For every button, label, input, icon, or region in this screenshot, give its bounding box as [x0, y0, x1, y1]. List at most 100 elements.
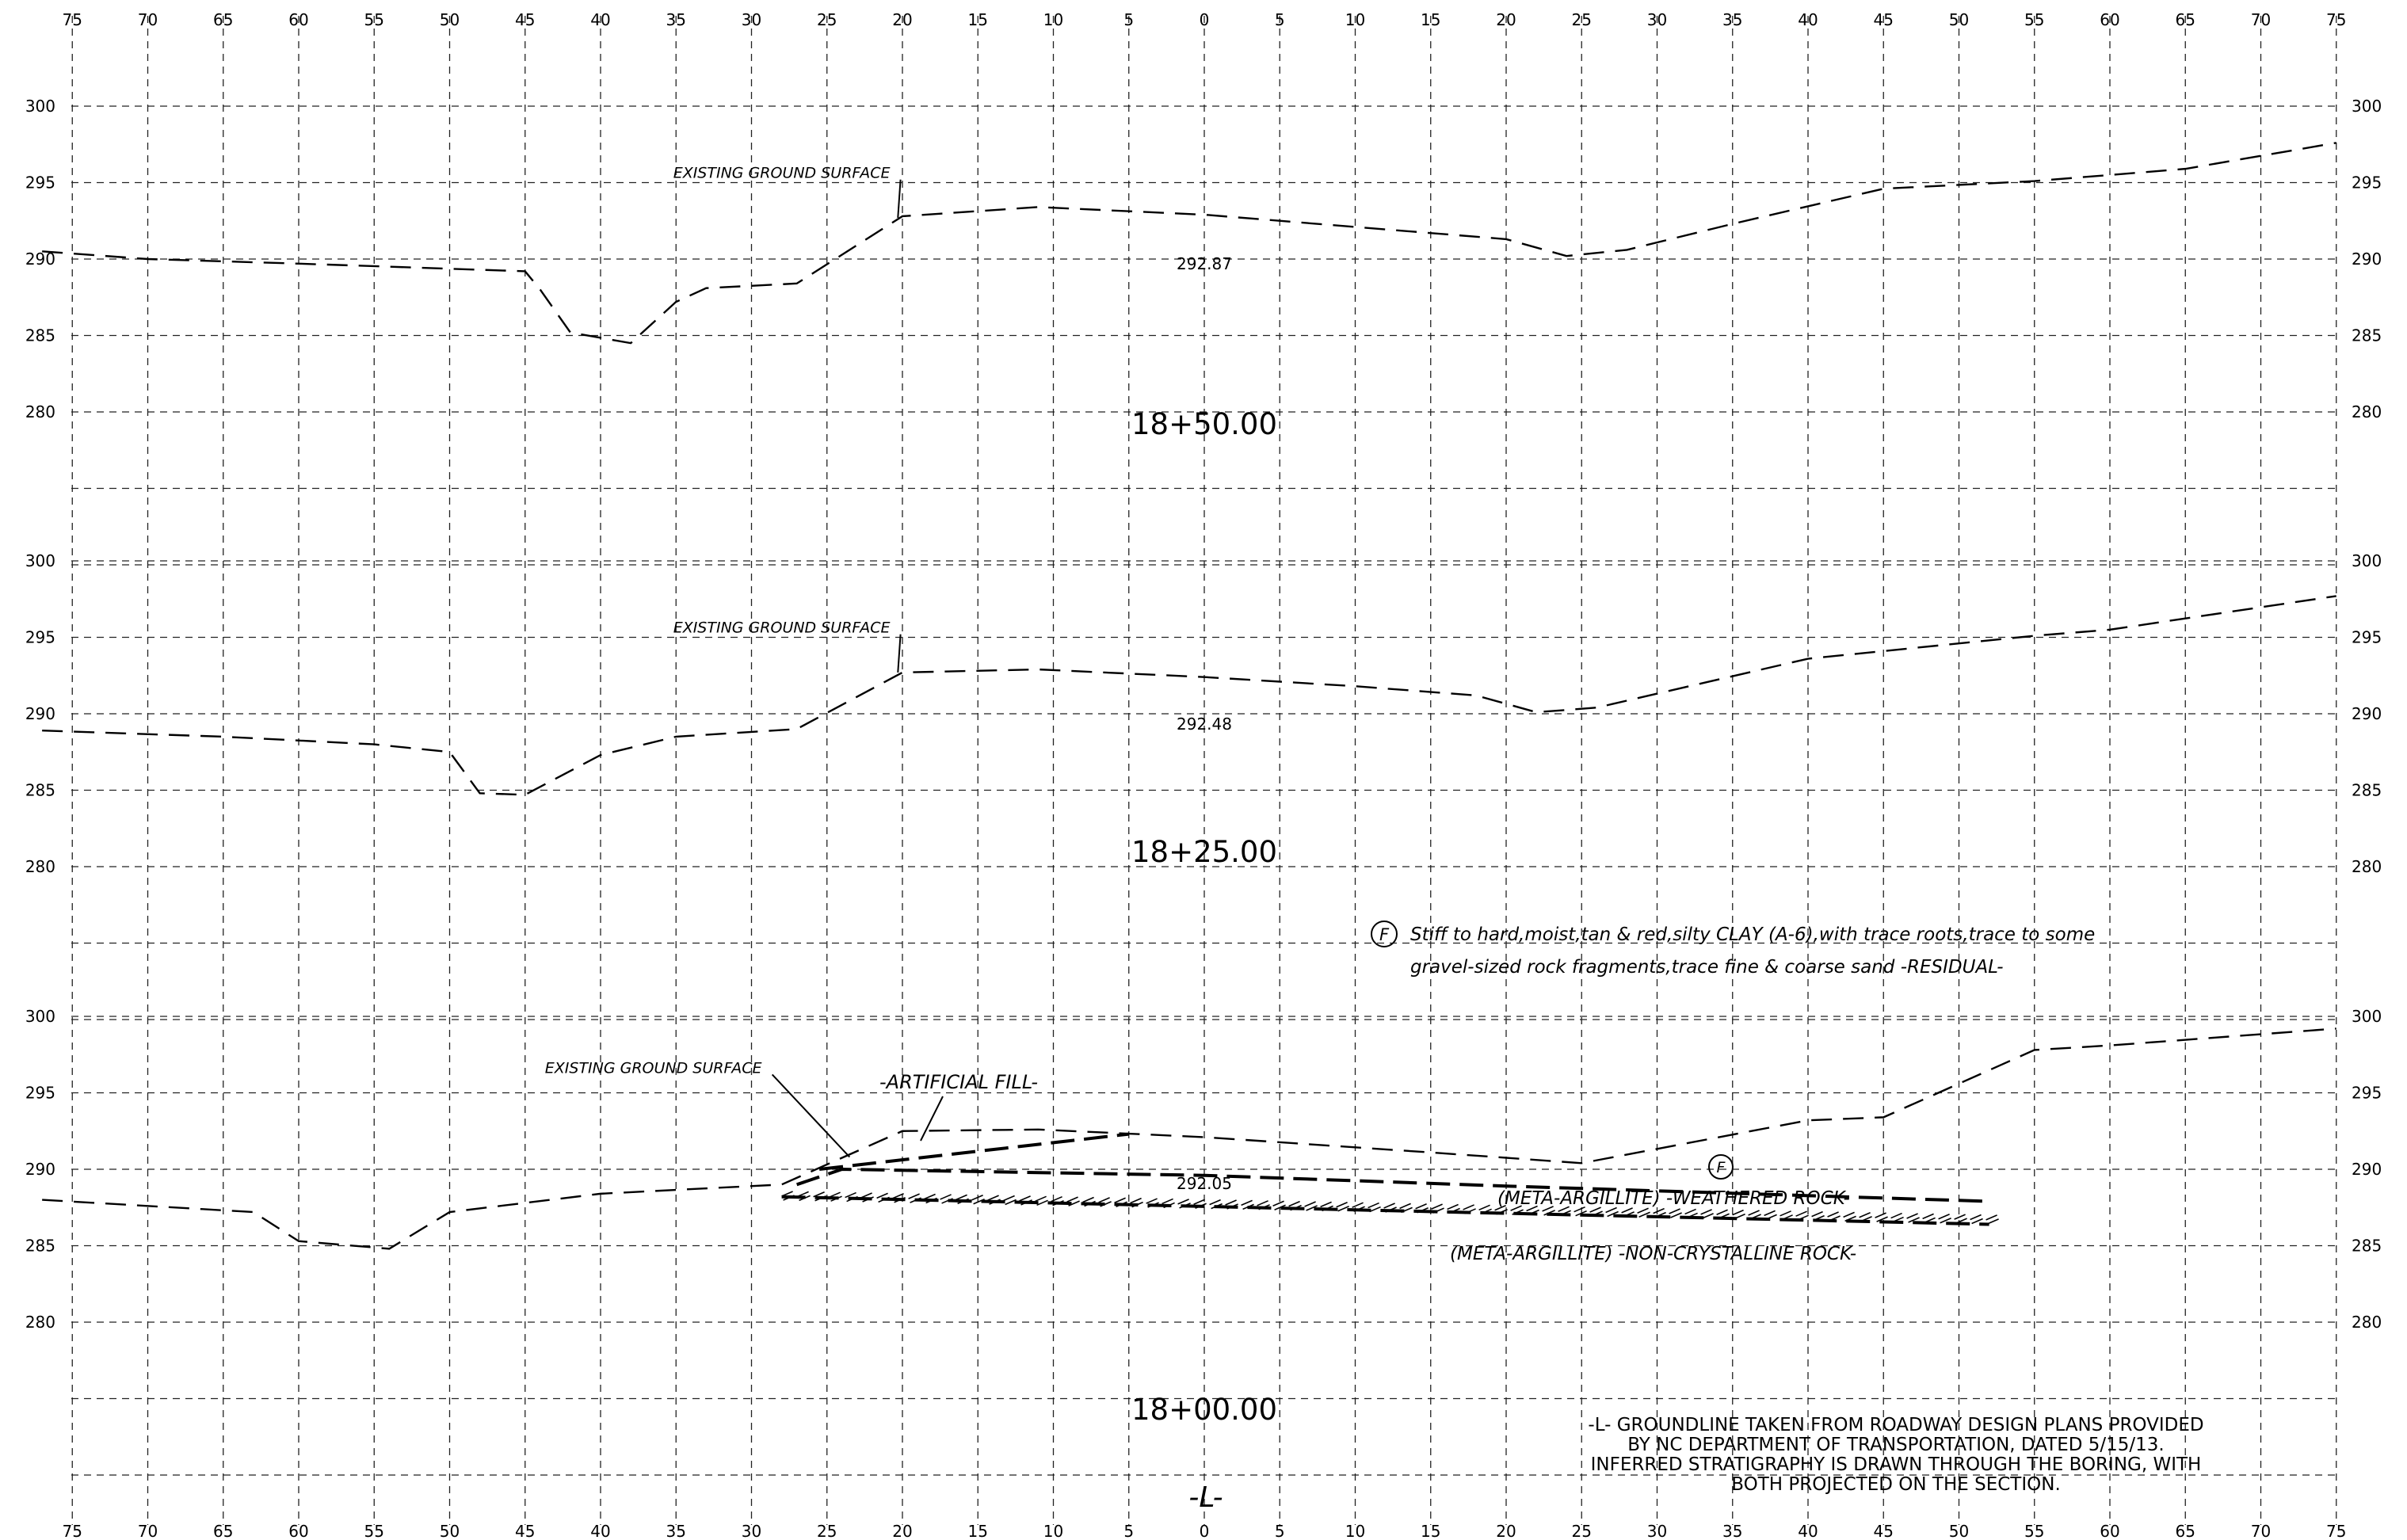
- centerline-elevation: 292.87: [1177, 254, 1232, 273]
- offset-tick-label: 40: [590, 1522, 610, 1540]
- elevation-label-left: 295: [25, 628, 55, 647]
- offset-tick-label: 15: [968, 10, 988, 29]
- existing-ground-leader: [897, 634, 902, 673]
- offset-tick-label: 25: [1572, 10, 1592, 29]
- artificial-fill-boundary: [818, 1132, 1129, 1171]
- sections: 300 300 295 295 290 290 285 285 280 280 18+50.00 EX…: [25, 97, 2382, 1427]
- offset-tick-label: 65: [2176, 1522, 2195, 1540]
- elevation-label-right: 295: [2352, 173, 2382, 192]
- offset-tick-label: 70: [138, 1522, 158, 1540]
- offset-tick-label: 30: [742, 10, 761, 29]
- note-line-2: BY NC DEPARTMENT OF TRANSPORTATION, DATE…: [1627, 1435, 2165, 1455]
- elevation-label-right: 295: [2352, 628, 2382, 647]
- elevation-label-left: 300: [25, 551, 55, 570]
- centerline-elevation: 292.48: [1177, 715, 1232, 734]
- elevation-label-left: 285: [25, 1237, 55, 1256]
- offset-tick-label: 50: [440, 1522, 460, 1540]
- offset-tick-label: 55: [2024, 1522, 2044, 1540]
- offset-tick-label: 40: [590, 10, 610, 29]
- elevation-label-right: 300: [2352, 97, 2382, 116]
- note-line-1: -L- GROUNDLINE TAKEN FROM ROADWAY DESIGN…: [1588, 1415, 2203, 1435]
- bottom-offset-scale: 75 70 65 60 55 50 45 40 35 30 25 20 15 10 5 0 5 10 15 20 25 3…: [63, 1522, 2347, 1540]
- offset-tick-label: 20: [892, 10, 912, 29]
- alignment-label: -L-: [1188, 1481, 1223, 1514]
- offset-tick-label: 75: [2326, 1522, 2346, 1540]
- offset-tick-label: 5: [1123, 10, 1134, 29]
- elevation-label-left: 290: [25, 704, 55, 723]
- offset-tick-label: 60: [288, 1522, 308, 1540]
- offset-tick-label: 20: [1496, 1522, 1516, 1540]
- elevation-label-left: 300: [25, 97, 55, 116]
- offset-tick-label: 5: [1123, 1522, 1134, 1540]
- offset-tick-label: 10: [1345, 1522, 1365, 1540]
- offset-tick-label: 45: [515, 1522, 535, 1540]
- existing-ground-leader: [897, 179, 902, 218]
- elevation-label-left: 280: [25, 1313, 55, 1332]
- stratum-f-symbol-lower: F: [1708, 1154, 1734, 1180]
- elevation-label-right: 300: [2352, 1007, 2382, 1026]
- note-line-4: BOTH PROJECTED ON THE SECTION.: [1731, 1474, 2061, 1495]
- elevation-label-left: 295: [25, 173, 55, 192]
- top-offset-scale: 75 70 65 60 55 50 45 40 35 30 25 20 15 10 5 0 5 10 15 20 25 3…: [63, 10, 2347, 29]
- weathered-rock-boundary: [796, 1167, 1989, 1203]
- elevation-label-right: 300: [2352, 551, 2382, 570]
- offset-tick-label: 10: [1043, 10, 1063, 29]
- offset-tick-label: 65: [213, 1522, 233, 1540]
- elevation-label-right: 285: [2352, 326, 2382, 345]
- offset-tick-label: 70: [2251, 1522, 2271, 1540]
- grid: [71, 16, 2337, 1525]
- offset-tick-label: 60: [288, 10, 308, 29]
- existing-ground-line: [42, 595, 2336, 796]
- elevation-label-left: 300: [25, 1007, 55, 1026]
- station-label: 18+50.00: [1131, 407, 1277, 441]
- elevation-label-left: 280: [25, 402, 55, 421]
- cross-section-18+00.00: 300 300 295 295 290 290 285 285 280 280 18+00.00 EX…: [25, 1007, 2382, 1427]
- offset-tick-label: 15: [1421, 1522, 1440, 1540]
- offset-tick-label: 40: [1798, 1522, 1818, 1540]
- existing-ground-label: EXISTING GROUND SURFACE: [673, 165, 891, 182]
- offset-tick-label: 40: [1798, 10, 1818, 29]
- offset-tick-label: 10: [1043, 1522, 1063, 1540]
- noncrystalline-rock-boundary: [781, 1195, 1989, 1226]
- elevation-label-right: 295: [2352, 1084, 2382, 1103]
- offset-tick-label: 15: [968, 1522, 988, 1540]
- elevation-label-left: 290: [25, 1160, 55, 1179]
- offset-tick-label: 65: [213, 10, 233, 29]
- offset-tick-label: 25: [1572, 1522, 1592, 1540]
- elevation-label-right: 280: [2352, 1313, 2382, 1332]
- residual-description-line2: gravel-sized rock fragments,trace fine &…: [1410, 957, 2004, 978]
- elevation-label-left: 280: [25, 857, 55, 876]
- cross-section-18+25.00: 300 300 295 295 290 290 285 285 280 280 18+25.00 EX…: [25, 551, 2382, 876]
- offset-tick-label: 35: [666, 10, 686, 29]
- offset-tick-label: 50: [440, 10, 460, 29]
- existing-ground-line: [42, 142, 2336, 345]
- elevation-label-right: 290: [2352, 1160, 2382, 1179]
- weathered-rock-label: (META-ARGILLITE) -WEATHERED ROCK-: [1497, 1188, 1850, 1209]
- offset-tick-label: 30: [1647, 1522, 1667, 1540]
- offset-tick-label: 0: [1200, 10, 1210, 29]
- elevation-label-right: 285: [2352, 781, 2382, 800]
- offset-tick-label: 70: [2251, 10, 2271, 29]
- offset-tick-label: 15: [1421, 10, 1440, 29]
- offset-tick-label: 5: [1275, 10, 1285, 29]
- offset-tick-label: 30: [742, 1522, 761, 1540]
- offset-tick-label: 20: [892, 1522, 912, 1540]
- existing-ground-label: EXISTING GROUND SURFACE: [673, 619, 891, 637]
- existing-ground-leader: [771, 1073, 851, 1158]
- offset-tick-label: 35: [1722, 10, 1742, 29]
- general-notes: -L- GROUNDLINE TAKEN FROM ROADWAY DESIGN…: [1588, 1415, 2203, 1495]
- station-label: 18+25.00: [1131, 835, 1277, 869]
- artificial-fill-label: -ARTIFICIAL FILL-: [879, 1071, 1038, 1093]
- offset-tick-label: 60: [2100, 10, 2119, 29]
- offset-tick-label: 55: [2024, 10, 2044, 29]
- offset-tick-label: 45: [515, 10, 535, 29]
- elevation-label-right: 290: [2352, 250, 2382, 269]
- stratum-f-symbol-note: F: [1371, 921, 1398, 947]
- elevation-label-left: 285: [25, 781, 55, 800]
- existing-ground-line: [42, 1027, 2336, 1250]
- stratigraphy-annotations: -ARTIFICIAL FILL- (META-ARGILLITE) -WEAT…: [879, 921, 2095, 1264]
- offset-tick-label: 65: [2176, 10, 2195, 29]
- offset-tick-label: 35: [666, 1522, 686, 1540]
- elevation-label-right: 290: [2352, 704, 2382, 723]
